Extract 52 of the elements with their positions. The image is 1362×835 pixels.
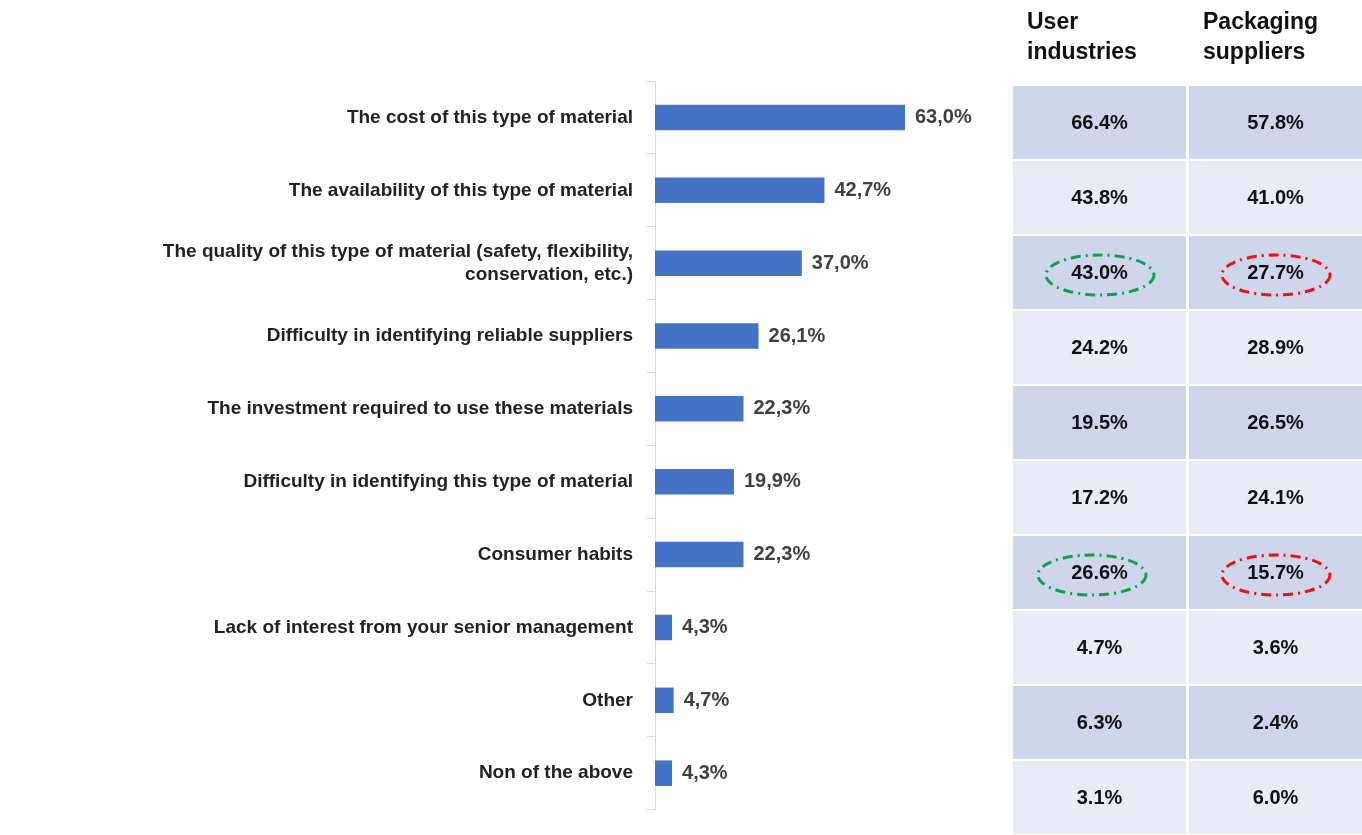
data-label: 26.5%: [1189, 386, 1362, 459]
y-tick-label: The cost of this type of material: [346, 105, 633, 127]
data-label: 41.0%: [1189, 161, 1362, 234]
bar: [655, 396, 744, 422]
y-tick-label: The investment required to use these materials: [207, 397, 633, 419]
data-label: 4,3%: [682, 614, 728, 637]
bar: [655, 541, 744, 568]
bar: [655, 250, 802, 276]
data-label: 6.3%: [1013, 686, 1186, 759]
data-label: 24.2%: [1013, 311, 1186, 384]
x-tick-label: User industries: [1027, 7, 1138, 66]
bar: [655, 468, 734, 495]
y-tick-label: Difficulty in identifying reliable suppliers: [266, 324, 633, 346]
data-label: 17.2%: [1013, 461, 1186, 534]
data-label: 24.1%: [1189, 461, 1362, 534]
data-label: 57.8%: [1189, 86, 1362, 159]
data-label: 22,3%: [753, 542, 811, 565]
data-label: 19.5%: [1013, 386, 1186, 459]
data-label: 37,0%: [811, 250, 869, 273]
bar: [655, 323, 759, 349]
bar: [655, 104, 905, 131]
bar: [655, 760, 673, 786]
data-label: 3.6%: [1189, 611, 1362, 684]
data-label: 66.4%: [1013, 86, 1186, 159]
y-tick-label: The availability of this type of material: [288, 178, 633, 200]
data-label: 3.1%: [1013, 761, 1186, 834]
y-tick-label: Consumer habits: [477, 542, 633, 564]
y-tick-label: Non of the above: [478, 761, 633, 783]
x-tick-label: Packaging suppliers: [1203, 7, 1320, 66]
data-label: 19,9%: [743, 469, 801, 492]
data-label: 27.7%: [1189, 236, 1362, 309]
data-label: 63,0%: [915, 104, 972, 127]
bar: [655, 177, 825, 204]
data-label: 42,7%: [834, 177, 892, 200]
data-label: 26,1%: [768, 323, 826, 346]
data-label: 4,3%: [682, 760, 728, 783]
y-tick-label: Difficulty in identifying this type of material: [243, 469, 633, 491]
bar: [655, 614, 673, 641]
bar: [655, 687, 674, 714]
data-label: 43.0%: [1013, 236, 1186, 309]
data-label: 28.9%: [1189, 311, 1362, 384]
data-label: 4.7%: [1013, 611, 1186, 684]
data-label: 15.7%: [1189, 536, 1362, 609]
y-tick-label: The quality of this type of material (safety, flexibility, conservation, etc.): [162, 239, 633, 284]
y-tick-label: Lack of interest from your senior management: [213, 615, 634, 637]
data-label: 26.6%: [1013, 536, 1186, 609]
data-label: 43.8%: [1013, 161, 1186, 234]
data-label: 4,7%: [683, 687, 730, 710]
data-label: 22,3%: [753, 396, 811, 419]
y-tick-label: Other: [582, 688, 634, 710]
data-label: 2.4%: [1189, 686, 1362, 759]
data-label: 6.0%: [1189, 761, 1362, 834]
